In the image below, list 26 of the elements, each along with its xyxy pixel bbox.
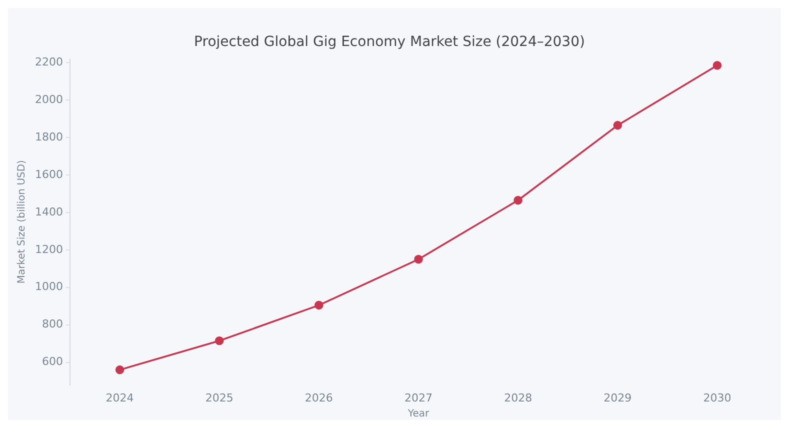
point	[414, 254, 423, 264]
point	[613, 120, 622, 130]
y-tick-label: 2200	[34, 55, 63, 68]
y-tick-label: 1800	[34, 130, 63, 144]
point	[712, 60, 722, 70]
y-tick-label: 1600	[34, 168, 63, 181]
y-tick-label: 800	[42, 318, 63, 331]
y-tick-label: 2000	[34, 92, 63, 106]
x-tick-label: 2024	[106, 391, 134, 404]
x-tick-label: 2026	[304, 391, 333, 404]
y-tick-label: 1400	[34, 205, 63, 218]
chart-title: Projected Global Gig Economy Market Size (2024–2030)	[194, 34, 585, 50]
x-axis-title: Year	[406, 408, 430, 420]
x-tick-label: 2029	[604, 391, 632, 404]
x-tick-label: 2028	[504, 391, 532, 404]
x-tick-label: 2025	[205, 391, 234, 404]
point	[214, 336, 224, 346]
y-tick-label: 1200	[34, 242, 63, 256]
y-axis-title: Market Size (billion USD)	[16, 160, 28, 284]
x-tick-label: 2030	[703, 391, 732, 404]
point	[115, 365, 124, 374]
x-tick-label: 2027	[404, 391, 432, 404]
point	[314, 300, 324, 310]
y-tick-label: 600	[42, 355, 63, 368]
y-tick-label: 1000	[34, 280, 63, 294]
point	[514, 196, 522, 205]
